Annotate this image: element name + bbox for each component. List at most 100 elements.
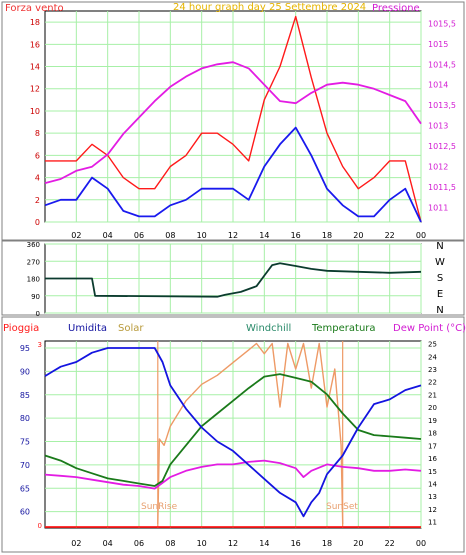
wind-direction-grid xyxy=(45,243,422,314)
hour-tick-label: 14 xyxy=(259,539,269,548)
compass-label: S xyxy=(437,273,443,284)
hour-tick-label: 22 xyxy=(385,231,395,240)
legend-temperatura: Temperatura xyxy=(311,323,376,334)
temperature-tick-label: 21 xyxy=(428,391,437,399)
legend-pioggia: Pioggia xyxy=(3,323,39,334)
humidity-tick-label: 80 xyxy=(20,414,30,423)
wind-tick-label: 12 xyxy=(30,85,40,94)
hour-tick-label: 12 xyxy=(228,231,238,240)
pressure-axis-label: Pressione xyxy=(372,3,420,14)
hour-tick-label: 08 xyxy=(165,539,175,548)
pressure-tick-label: 1015,5 xyxy=(428,19,456,28)
compass-label: W xyxy=(435,257,445,268)
humidity-tick-label: 75 xyxy=(20,438,30,447)
temperature-tick-label: 22 xyxy=(428,379,437,387)
temperature-tick-label: 24 xyxy=(428,353,437,361)
humidity-tick-label: 65 xyxy=(20,484,30,493)
rain-ticks: 03 xyxy=(38,341,42,530)
hour-tick-label: 18 xyxy=(322,231,332,240)
hour-tick-label: 00 xyxy=(416,231,426,240)
humidity-temperature-hour-ticks: 02 04 06 08 10 12 14 16 18 20 22 00 xyxy=(71,539,426,548)
humidity-ticks: 60 65 70 75 80 85 90 95 xyxy=(20,344,30,517)
hour-tick-label: 06 xyxy=(134,231,144,240)
wind-speed-ticks: 0 2 4 6 8 10 12 14 16 18 xyxy=(30,18,40,227)
wind-direction-series xyxy=(45,262,422,298)
wind-tick-label: 6 xyxy=(35,151,40,160)
pressure-ticks: 1011 1011,5 1012 1012,5 1013 1013,5 1014 1014,5… xyxy=(428,19,456,212)
sunset-label: SunSet xyxy=(326,502,358,512)
legend-umidita: Umidita xyxy=(68,323,107,334)
hour-tick-label: 20 xyxy=(353,539,363,548)
pressure-series xyxy=(44,61,422,184)
hour-tick-label: 14 xyxy=(259,231,269,240)
hour-tick-label: 18 xyxy=(322,539,332,548)
wind-tick-label: 16 xyxy=(30,40,40,49)
temperature-tick-label: 23 xyxy=(428,366,437,374)
direction-degree-label: 360 xyxy=(27,241,40,249)
humidity-tick-label: 60 xyxy=(20,508,30,517)
wind-pressure-grid xyxy=(45,11,422,223)
temperature-tick-label: 12 xyxy=(428,506,437,514)
sunrise-label: SunRise xyxy=(141,502,178,512)
temperature-tick-label: 18 xyxy=(428,430,437,438)
temperature-tick-label: 14 xyxy=(428,480,437,488)
legend-windchill: Windchill xyxy=(246,323,291,334)
wind-direction-panel-border xyxy=(1,240,465,316)
humidity-temperature-series xyxy=(44,341,422,528)
temperature-series xyxy=(44,373,422,487)
temperature-tick-label: 13 xyxy=(428,493,437,501)
humidity-temperature-panel-border xyxy=(1,316,465,553)
graph-title: 24 hour graph day 25 Settembre 2024 xyxy=(173,2,366,13)
hour-tick-label: 10 xyxy=(197,231,207,240)
wind-tick-label: 14 xyxy=(30,63,40,72)
humidity-tick-label: 70 xyxy=(20,461,30,470)
direction-degree-label: 0 xyxy=(36,310,40,318)
temperature-tick-label: 16 xyxy=(428,455,437,463)
wind-pressure-panel-border xyxy=(1,1,465,241)
rain-tick-label: 0 xyxy=(38,522,42,530)
compass-label: E xyxy=(437,289,443,300)
temperature-ticks: 11 12 13 14 15 16 17 18 19 20 21 22 23 24 25 xyxy=(428,341,437,527)
hour-tick-label: 04 xyxy=(103,539,113,548)
temperature-tick-label: 17 xyxy=(428,442,437,450)
legend-dew-point: Dew Point (°C) xyxy=(393,323,466,334)
compass-label: N xyxy=(436,241,443,252)
hour-tick-label: 00 xyxy=(416,539,426,548)
hour-tick-label: 12 xyxy=(228,539,238,548)
compass-label: N xyxy=(436,305,443,316)
direction-degree-label: 270 xyxy=(27,258,40,266)
wind-tick-label: 8 xyxy=(35,129,40,138)
hour-tick-label: 06 xyxy=(134,539,144,548)
hour-tick-label: 02 xyxy=(71,539,81,548)
temperature-tick-label: 19 xyxy=(428,417,437,425)
wind-tick-label: 18 xyxy=(30,18,40,27)
humidity-tick-label: 85 xyxy=(20,391,30,400)
wind-pressure-hour-ticks: 02 04 06 08 10 12 14 16 18 20 22 00 xyxy=(71,231,426,240)
wind-tick-label: 4 xyxy=(35,174,40,183)
wind-pressure-series xyxy=(44,15,422,223)
rain-tick-label: 3 xyxy=(38,341,42,349)
humidity-series xyxy=(44,347,422,518)
hour-tick-label: 10 xyxy=(197,539,207,548)
dewpoint-series xyxy=(44,459,422,490)
hour-tick-label: 08 xyxy=(165,231,175,240)
pressure-tick-label: 1013 xyxy=(428,122,448,131)
direction-degree-label: 90 xyxy=(31,293,40,301)
wind-direction-series xyxy=(45,262,422,298)
direction-degree-ticks: 0 90 180 270 360 xyxy=(27,241,40,318)
pressure-tick-label: 1014 xyxy=(428,81,448,90)
wind-tick-label: 10 xyxy=(30,107,40,116)
humidity-temperature-grid xyxy=(45,341,422,528)
temperature-tick-label: 11 xyxy=(428,519,437,527)
pressure-tick-label: 1013,5 xyxy=(428,101,456,110)
pressure-tick-label: 1015 xyxy=(428,40,448,49)
wind-avg-series xyxy=(44,126,422,223)
pressure-tick-label: 1011,5 xyxy=(428,183,456,192)
wind-tick-label: 0 xyxy=(35,218,40,227)
hour-tick-label: 22 xyxy=(385,539,395,548)
humidity-tick-label: 90 xyxy=(20,367,30,376)
hour-tick-label: 04 xyxy=(103,231,113,240)
